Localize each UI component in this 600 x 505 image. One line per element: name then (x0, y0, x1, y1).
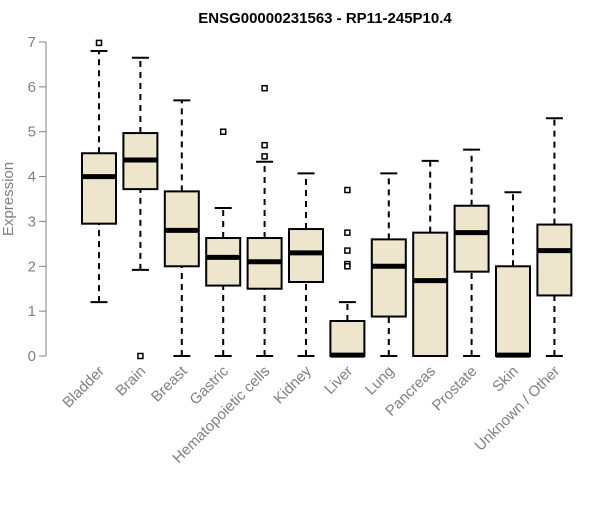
outlier-point (344, 263, 351, 270)
y-tick-label: 5 (28, 124, 36, 141)
iqr-box (453, 204, 490, 273)
box-group-4 (205, 128, 242, 357)
x-tick-label: Brain (112, 363, 149, 400)
outlier-point (344, 229, 351, 236)
box-group-7 (329, 186, 366, 358)
x-tick-label: Liver (321, 363, 356, 398)
box-group-8 (370, 172, 407, 357)
y-tick-label: 6 (28, 79, 36, 96)
x-tick-label: Skin (489, 363, 522, 396)
iqr-box (205, 237, 242, 287)
y-tick-label: 4 (28, 169, 36, 186)
outlier-point (95, 39, 103, 47)
box-group-12 (536, 117, 573, 357)
plot-area (81, 39, 573, 360)
x-tick-label: Prostate (429, 363, 481, 415)
box-group-9 (412, 159, 449, 357)
box-group-3 (163, 99, 200, 357)
box-group-10 (453, 148, 490, 357)
y-tick-label: 0 (28, 348, 36, 365)
box-group-1 (81, 39, 117, 304)
outlier-point (344, 186, 351, 194)
box-group-6 (288, 172, 324, 357)
iqr-box (288, 228, 324, 283)
box-group-2 (122, 56, 159, 360)
iqr-box (370, 238, 407, 318)
box-group-11 (495, 191, 531, 358)
outlier-point (344, 247, 351, 254)
chart-title: ENSG00000231563 - RP11-245P10.4 (198, 10, 452, 27)
box-group-5 (246, 84, 283, 357)
y-axis-label: Expression (0, 162, 17, 236)
outlier-point (137, 352, 144, 360)
iqr-box (81, 152, 117, 225)
y-tick-label: 2 (28, 258, 36, 275)
x-tick-label: Bladder (59, 363, 108, 412)
iqr-box (329, 320, 366, 357)
x-tick-label: Kidney (270, 362, 315, 407)
iqr-box (536, 223, 573, 297)
outlier-point (261, 153, 268, 160)
outlier-point (261, 84, 268, 92)
outlier-point (219, 128, 227, 135)
y-tick-label: 3 (28, 213, 36, 230)
iqr-box (412, 231, 449, 357)
y-tick-label: 1 (28, 303, 36, 320)
x-tick-label: Lung (362, 363, 398, 399)
iqr-box (495, 265, 531, 357)
y-axis: 0 1 2 3 4 5 6 7 (28, 34, 47, 365)
outlier-point (261, 141, 268, 149)
y-tick-label: 7 (28, 34, 36, 51)
x-tick-label: Breast (148, 362, 191, 405)
